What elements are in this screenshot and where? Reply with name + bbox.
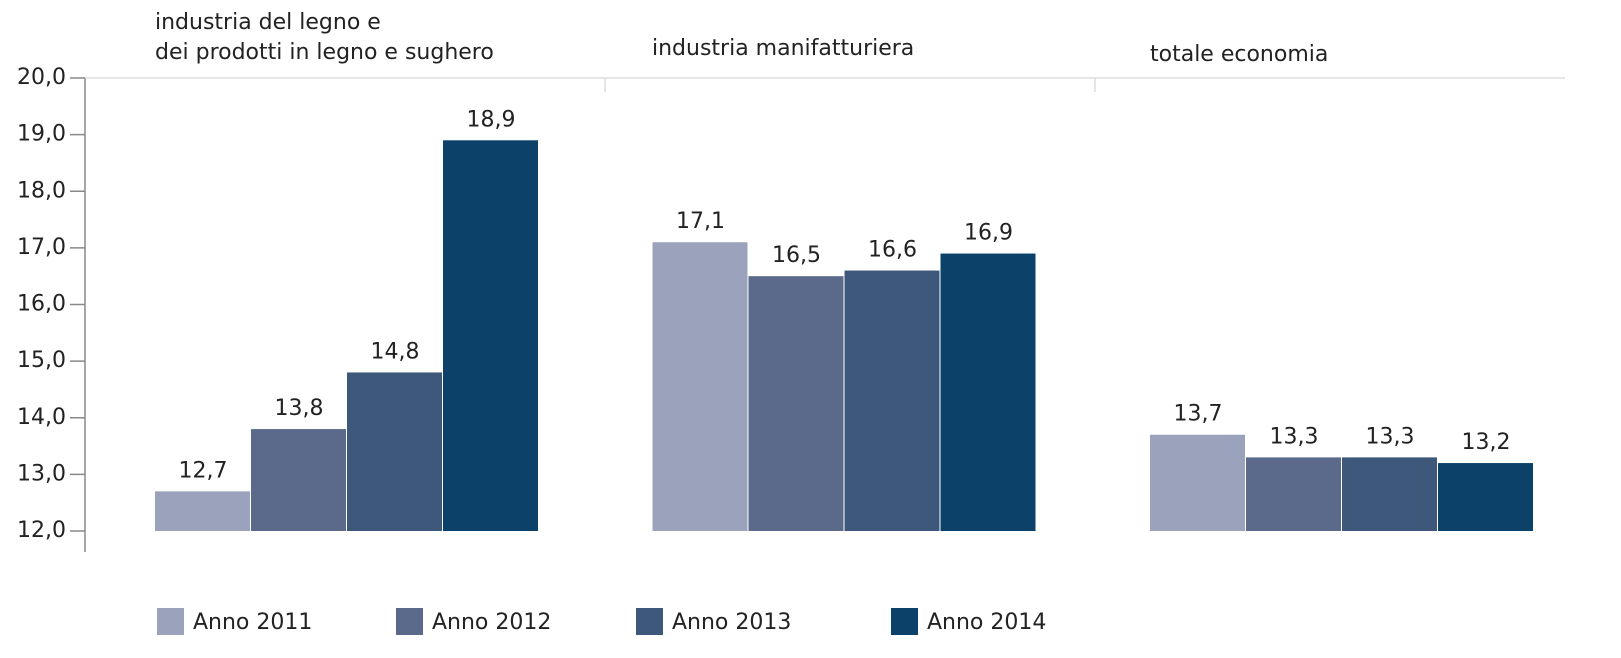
legend-label: Anno 2011 — [193, 610, 312, 635]
data-label: 13,8 — [275, 396, 324, 421]
y-tick-label: 17,0 — [17, 235, 66, 260]
y-tick-label: 16,0 — [17, 292, 66, 317]
data-label: 16,6 — [868, 238, 917, 263]
data-label: 13,7 — [1174, 402, 1223, 427]
legend-label: Anno 2013 — [672, 610, 791, 635]
category-label: industria del legno e dei prodotti in le… — [155, 10, 494, 65]
y-tick-label: 13,0 — [17, 461, 66, 486]
bar — [347, 372, 442, 531]
legend-swatch — [157, 608, 184, 635]
legend-swatch — [396, 608, 423, 635]
bar — [652, 242, 748, 531]
bar — [844, 270, 940, 531]
data-label: 16,9 — [964, 221, 1013, 246]
data-label: 12,7 — [179, 458, 228, 483]
bar — [1150, 434, 1245, 531]
data-label: 18,9 — [467, 107, 516, 132]
data-label: 13,3 — [1366, 424, 1415, 449]
data-label: 13,3 — [1270, 424, 1319, 449]
bar — [251, 429, 346, 531]
legend-swatch — [891, 608, 918, 635]
bar — [1438, 463, 1533, 531]
y-tick-label: 14,0 — [17, 405, 66, 430]
bar — [443, 140, 538, 531]
bar — [155, 491, 250, 531]
y-tick-label: 19,0 — [17, 122, 66, 147]
legend-label: Anno 2014 — [927, 610, 1046, 635]
legend-label: Anno 2012 — [432, 610, 551, 635]
data-label: 13,2 — [1462, 430, 1511, 455]
bar — [1342, 457, 1437, 531]
bar — [940, 253, 1036, 531]
y-tick-label: 18,0 — [17, 178, 66, 203]
category-label: totale economia — [1150, 42, 1329, 67]
data-label: 16,5 — [772, 243, 821, 268]
bar — [1246, 457, 1341, 531]
y-tick-label: 12,0 — [17, 518, 66, 543]
data-label: 17,1 — [676, 209, 725, 234]
y-tick-label: 20,0 — [17, 65, 66, 90]
category-label: industria manifatturiera — [652, 36, 915, 61]
data-label: 14,8 — [371, 339, 420, 364]
legend-swatch — [636, 608, 663, 635]
bar — [748, 276, 844, 531]
y-tick-label: 15,0 — [17, 348, 66, 373]
